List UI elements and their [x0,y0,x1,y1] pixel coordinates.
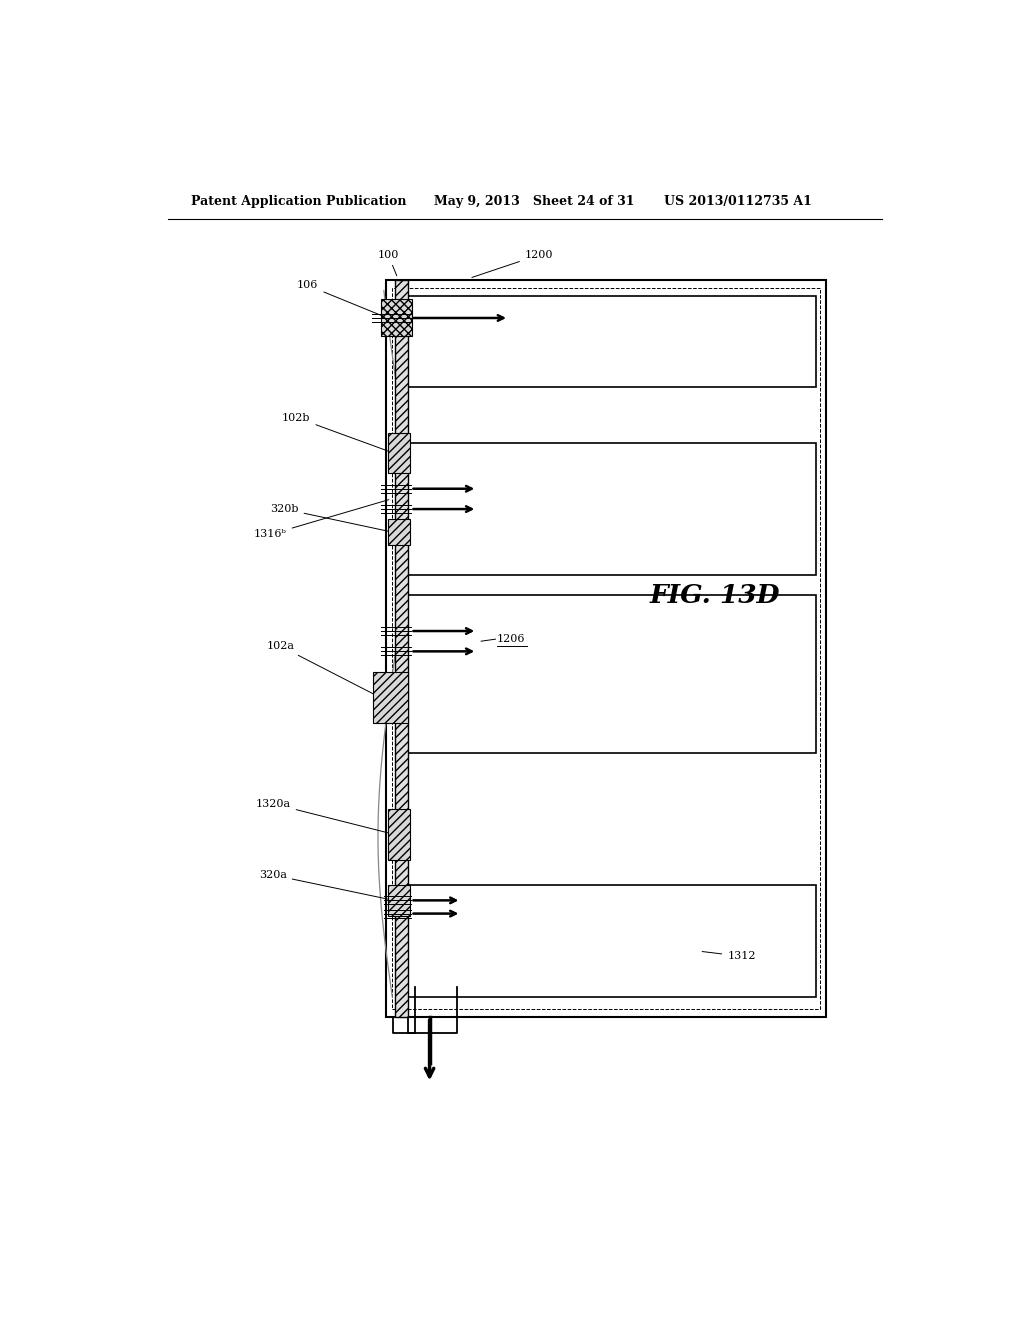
Text: 102b: 102b [282,413,391,453]
Text: FIG. 13D: FIG. 13D [650,583,780,609]
Text: 1200: 1200 [472,249,553,277]
Text: 100: 100 [378,249,399,276]
Bar [387,519,410,545]
Bar [387,886,410,916]
Bar [373,672,409,722]
Bar [387,809,410,859]
Text: Patent Application Publication: Patent Application Publication [191,194,407,207]
Bar [395,280,409,1018]
Text: 320b: 320b [270,504,391,532]
Bar [409,886,816,997]
Bar [386,280,826,1018]
Bar [392,289,820,1008]
Bar [409,296,816,387]
Bar [381,298,412,337]
Bar [387,433,410,474]
Bar [409,595,816,752]
Bar [409,444,816,576]
Text: May 9, 2013   Sheet 24 of 31: May 9, 2013 Sheet 24 of 31 [433,194,634,207]
Text: 1316ᵇ: 1316ᵇ [254,500,389,540]
Text: US 2013/0112735 A1: US 2013/0112735 A1 [664,194,812,207]
Text: 106: 106 [297,280,385,317]
Text: 1320a: 1320a [256,799,391,834]
Text: 1206: 1206 [497,634,525,644]
Text: 1312: 1312 [702,952,756,961]
Text: 102a: 102a [266,642,377,696]
Text: 320a: 320a [259,870,391,900]
